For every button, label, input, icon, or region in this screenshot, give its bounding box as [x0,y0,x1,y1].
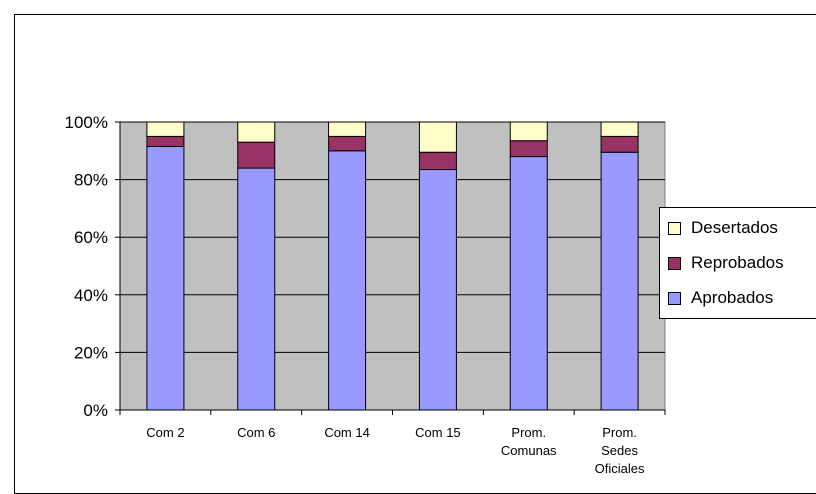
legend-label-aprobados: Aprobados [691,288,774,307]
y-tick-label: 80% [74,171,108,190]
legend-label-desertados: Desertados [691,218,778,237]
bar-aprobados [328,150,367,411]
y-tick-label: 20% [74,343,108,362]
x-tick-label: Prom. Sedes Oficiales [595,425,645,476]
x-tick-label: Prom. Comunas [501,425,557,458]
x-tick-label: Com 14 [324,425,370,440]
legend-swatch-desertados [668,221,681,235]
bar-reprobados [600,135,639,153]
bar-desertados [600,121,639,137]
bar-reprobados [328,135,367,152]
x-tick-label: Com 6 [237,425,275,440]
y-tick-label: 100% [65,113,108,132]
bar-desertados [418,121,457,153]
bar-desertados [328,121,367,137]
legend-label-reprobados: Reprobados [691,253,784,272]
bar-aprobados [600,151,639,411]
legend-swatch-aprobados [668,291,681,305]
x-tick-label: Com 15 [415,425,461,440]
bar-desertados [237,121,276,143]
stacked-bar-chart: 0% 20% 40% 60% 80% 100% Com 2 Com 6 Com 14 Com 15… [65,113,666,476]
y-tick-label: 0% [83,401,108,420]
y-tick-label: 60% [74,228,108,247]
legend-item-reprobados: Reprobados [668,252,784,274]
legend-item-aprobados: Aprobados [668,287,773,309]
legend-item-desertados: Desertados [668,217,778,239]
bar-reprobados [237,141,276,169]
x-tick-label: Com 2 [146,425,184,440]
bar-aprobados [237,167,276,411]
bar-aprobados [509,156,548,411]
bar-aprobados [146,145,185,411]
bar-reprobados [509,140,548,158]
bar-reprobados [146,135,185,147]
bar-desertados [146,121,185,137]
bar-desertados [509,121,548,142]
plot-area [119,121,666,411]
bar-reprobados [418,151,457,171]
chart-legend: Desertados Reprobados Aprobados [659,207,816,319]
legend-swatch-reprobados [668,256,681,270]
y-tick-label: 40% [74,286,108,305]
bar-aprobados [418,169,457,411]
